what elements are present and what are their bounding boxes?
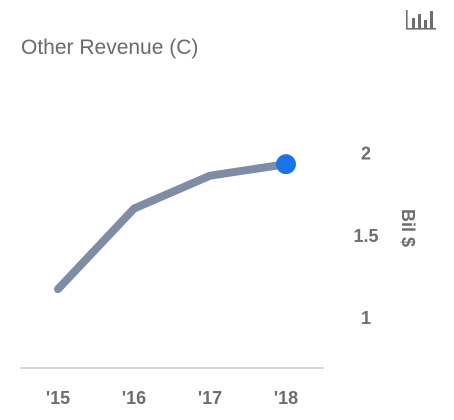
x-tick-label: '15 [46, 388, 70, 408]
bar-chart-icon[interactable] [405, 6, 437, 30]
chart-title: Other Revenue (C) [21, 36, 199, 59]
last-data-point [276, 154, 296, 175]
x-tick-label: '16 [122, 388, 146, 408]
data-point [130, 205, 138, 213]
data-point [206, 172, 214, 180]
y-tick-label: 1.5 [353, 226, 378, 246]
y-axis-label: Bil $ [398, 209, 418, 247]
x-tick-label: '17 [198, 388, 222, 408]
y-tick-label: 2 [361, 144, 371, 164]
series-line [54, 160, 290, 294]
y-tick-label: 1 [361, 308, 371, 328]
data-point [54, 285, 62, 293]
x-tick-label: '18 [274, 388, 298, 408]
